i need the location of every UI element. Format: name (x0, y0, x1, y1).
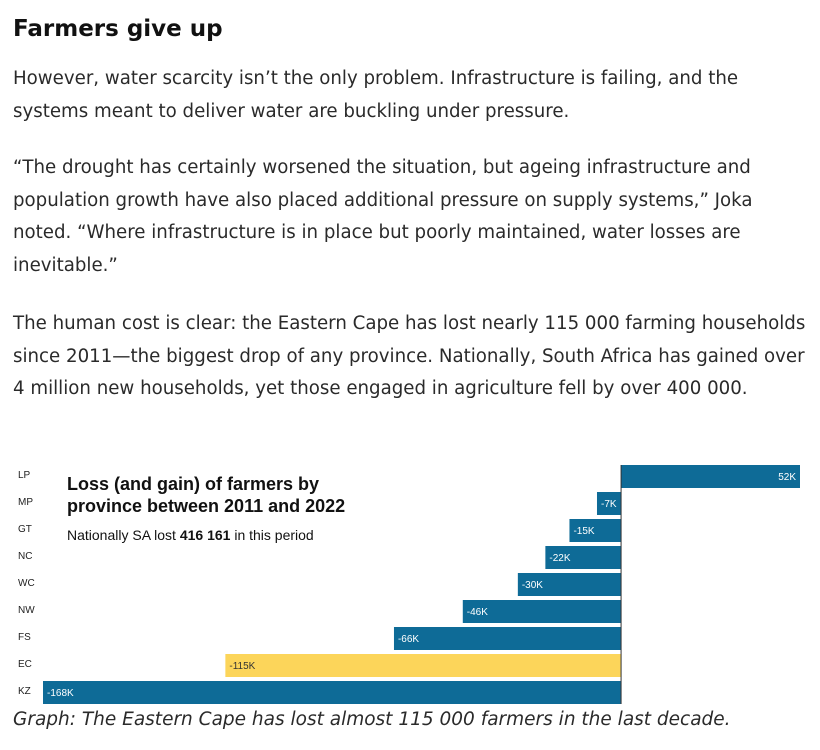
bar-value-label-mp: -7K (601, 499, 617, 510)
bar-nc (545, 546, 622, 569)
chart-title-line-2: province between 2011 and 2022 (67, 496, 345, 516)
paragraph-2: “The drought has certainly worsened the … (13, 157, 753, 276)
bar-gt (569, 519, 622, 542)
bar-mp (596, 492, 622, 515)
bar-value-label-fs: -66K (398, 634, 419, 645)
bar-value-label-nc: -22K (549, 553, 570, 564)
bar-wc (517, 573, 622, 596)
category-label-gt: GT (18, 524, 32, 535)
category-label-nw: NW (18, 605, 35, 616)
chart-bars: 52K -7K -15K -22K -30K -46K -66K -115K -168K (43, 465, 800, 704)
bar-value-label-nw: -46K (467, 607, 488, 618)
chart-category-labels: LP MP GT NC WC NW FS EC KZ (18, 470, 35, 697)
chart-caption: Graph: The Eastern Cape has lost almost … (13, 709, 731, 730)
bar-ec (225, 654, 622, 677)
category-label-wc: WC (18, 578, 35, 589)
bar-fs (393, 627, 622, 650)
category-label-nc: NC (18, 551, 32, 562)
chart-subtitle: Nationally SA lost 416 161 in this perio… (67, 527, 314, 543)
bar-nw (462, 600, 622, 623)
chart-title-line-1: Loss (and gain) of farmers by (67, 474, 319, 494)
paragraph-1: However, water scarcity isn’t the only p… (13, 68, 739, 122)
category-label-kz: KZ (18, 686, 31, 697)
article-heading: Farmers give up (13, 16, 223, 42)
bar-lp (621, 465, 800, 488)
category-label-ec: EC (18, 659, 32, 670)
bar-value-label-ec: -115K (229, 661, 255, 672)
category-label-mp: MP (18, 497, 33, 508)
bar-kz (43, 681, 622, 704)
chart-subtitle-suffix: in this period (230, 527, 313, 543)
category-label-fs: FS (18, 632, 31, 643)
chart-subtitle-value: 416 161 (180, 527, 231, 543)
bar-value-label-lp: 52K (778, 472, 796, 483)
bar-value-label-gt: -15K (573, 526, 594, 537)
bar-value-label-wc: -30K (522, 580, 543, 591)
farmer-loss-chart: Loss (and gain) of farmers by province b… (18, 465, 800, 704)
paragraph-3: The human cost is clear: the Eastern Cap… (13, 313, 806, 400)
chart-subtitle-prefix: Nationally SA lost (67, 527, 180, 543)
category-label-lp: LP (18, 470, 31, 481)
bar-value-label-kz: -168K (47, 688, 74, 699)
